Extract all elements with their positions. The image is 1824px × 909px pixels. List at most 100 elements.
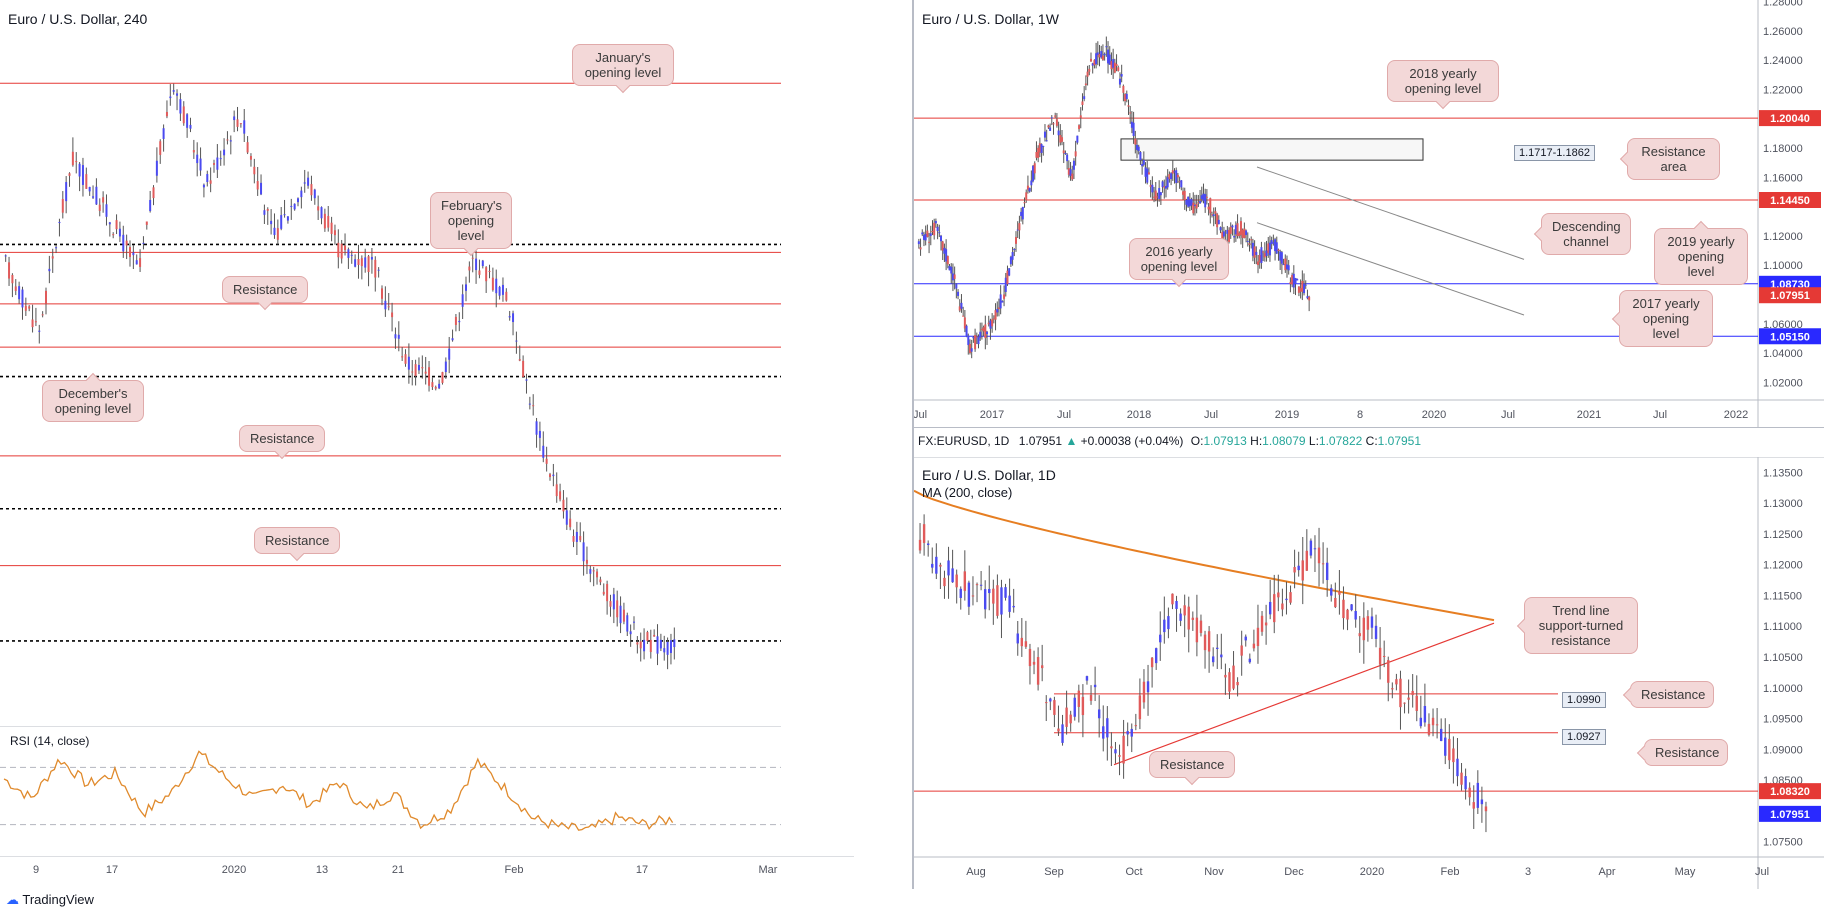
w1-candle-11 (936, 226, 939, 232)
h4-candle-36 (125, 240, 128, 246)
h4-panel[interactable]: 1.125001.120001.115001.105001.095001.085… (0, 0, 781, 740)
w1-x-tick-11: 2022 (1724, 409, 1748, 421)
h4-candle-170 (575, 531, 578, 542)
d1-candle-24 (1016, 633, 1019, 644)
w1-candle-114 (1112, 59, 1115, 68)
d1-candle-26 (1024, 641, 1028, 647)
resistance-area-label: 1.1717-1.1862 (1514, 145, 1595, 161)
d1-candle-44 (1097, 709, 1101, 719)
h4-candle-157 (532, 405, 535, 407)
rsi-chart[interactable]: 80.0060.0040.0020.00 (0, 726, 781, 856)
w1-candle-212 (1279, 251, 1282, 261)
h4-candle-83 (283, 214, 286, 216)
h4-candle-104 (354, 259, 357, 267)
h4-candle-14 (51, 256, 54, 259)
h4-candle-94 (320, 207, 323, 219)
d1-candle-75 (1224, 674, 1227, 678)
w1-x-tick-7: 2020 (1422, 409, 1446, 421)
w1-candle-159 (1188, 199, 1191, 207)
w1-candle-68 (1033, 163, 1036, 174)
d1-price-tick-6: 1.10500 (1763, 652, 1803, 664)
w1-candle-28 (965, 325, 968, 337)
h4-candle-63 (216, 157, 219, 170)
w1-candle-110 (1105, 46, 1108, 48)
high-value: 1.08079 (1262, 434, 1306, 448)
w1-candle-109 (1103, 53, 1106, 56)
h4-x-tick-6: 17 (636, 864, 648, 876)
vertical-separator[interactable] (912, 0, 914, 889)
d1-price-tick-5: 1.11000 (1763, 621, 1802, 633)
w1-candle-121 (1124, 94, 1127, 102)
h4-candle-168 (569, 518, 572, 528)
w1-candle-151 (1175, 170, 1178, 183)
d1-candle-52 (1130, 728, 1133, 737)
d1-candle-124 (1423, 705, 1427, 723)
w1-tag-1: 1.14450 (1770, 195, 1810, 207)
w1-candle-183 (1229, 226, 1232, 234)
h4-candle-187 (633, 621, 635, 623)
h4-candle-131 (444, 361, 447, 373)
h4-candle-47 (162, 128, 165, 139)
h4-candle-66 (226, 139, 229, 141)
w1-candle-156 (1183, 190, 1186, 201)
w1-tag-rect-1 (1759, 192, 1821, 208)
rsi-line (3, 750, 674, 831)
w1-candle-98 (1084, 83, 1087, 86)
w1-candle-193 (1246, 240, 1249, 242)
h4-candle-103 (350, 254, 353, 256)
d1-candle-27 (1028, 648, 1032, 667)
h4-candle-115 (391, 312, 394, 318)
d1-candle-46 (1106, 718, 1109, 738)
h4-candle-57 (196, 154, 199, 164)
h4-chart[interactable]: 1.125001.120001.115001.105001.095001.085… (0, 0, 781, 740)
w1-candle-201 (1260, 247, 1263, 264)
w1-candle-199 (1257, 261, 1260, 266)
w1-x-tick-1: 2017 (980, 409, 1004, 421)
w1-candle-170 (1207, 206, 1210, 210)
h4-candle-190 (643, 639, 646, 652)
w1-x-tick-8: Jul (1501, 409, 1515, 421)
d1-candle-49 (1118, 755, 1121, 757)
h4-candle-111 (377, 269, 380, 271)
h4-candle-30 (105, 204, 108, 217)
horizontal-separator[interactable] (914, 427, 1824, 428)
tradingview-logo[interactable]: ☁ TradingView (6, 892, 94, 908)
rsi-panel[interactable]: 80.0060.0040.0020.00 RSI (14, close) (0, 726, 781, 856)
d1-candle-12 (967, 582, 971, 607)
w1-candle-198 (1255, 251, 1258, 256)
h4-candle-74 (253, 166, 256, 175)
w1-candle-118 (1118, 78, 1121, 85)
w1-panel[interactable]: 1.28000 1.26000 1.24000 1.22000 1.18000 1.160… (914, 0, 1824, 427)
w1-chart[interactable]: 1.28000 1.26000 1.24000 1.22000 1.18000 1.160… (914, 0, 1824, 427)
h4-candle-176 (596, 571, 599, 578)
w1-price-tick-10: 1.02000 (1763, 377, 1803, 389)
d1-candle-35 (1061, 724, 1064, 743)
d1-candle-135 (1468, 787, 1471, 798)
d1-candle-104 (1342, 599, 1345, 619)
h4-candle-147 (498, 286, 501, 296)
w1-candle-221 (1294, 278, 1297, 285)
h4-candle-70 (239, 123, 242, 125)
h4-candle-153 (518, 359, 521, 361)
w1-candle-162 (1193, 205, 1196, 207)
h4-candle-102 (347, 249, 350, 258)
w1-candle-57 (1015, 237, 1017, 244)
h4-candle-186 (629, 631, 632, 635)
d1-panel[interactable]: 1.13500 1.13000 1.12500 1.12000 1.11500 1.110… (914, 457, 1824, 889)
d1-candle-65 (1183, 605, 1186, 616)
h4-candle-149 (505, 291, 508, 301)
h4-candle-99 (337, 242, 340, 258)
d1-candle-115 (1387, 660, 1390, 683)
callout-december-opening: December's opening level (42, 380, 144, 422)
h4-candle-154 (522, 360, 525, 377)
d1-candle-96 (1309, 540, 1313, 556)
d1-chart[interactable]: 1.13500 1.13000 1.12500 1.12000 1.11500 1.110… (914, 457, 1824, 889)
up-arrow-icon: ▲ (1065, 434, 1078, 448)
w1-candle-97 (1083, 96, 1086, 100)
w1-candle-38 (982, 327, 985, 332)
d1-candle-3 (931, 563, 934, 568)
w1-candle-75 (1045, 140, 1048, 142)
d1-candle-128 (1439, 728, 1443, 742)
d1-candle-112 (1374, 625, 1378, 639)
h4-candle-192 (649, 639, 652, 653)
